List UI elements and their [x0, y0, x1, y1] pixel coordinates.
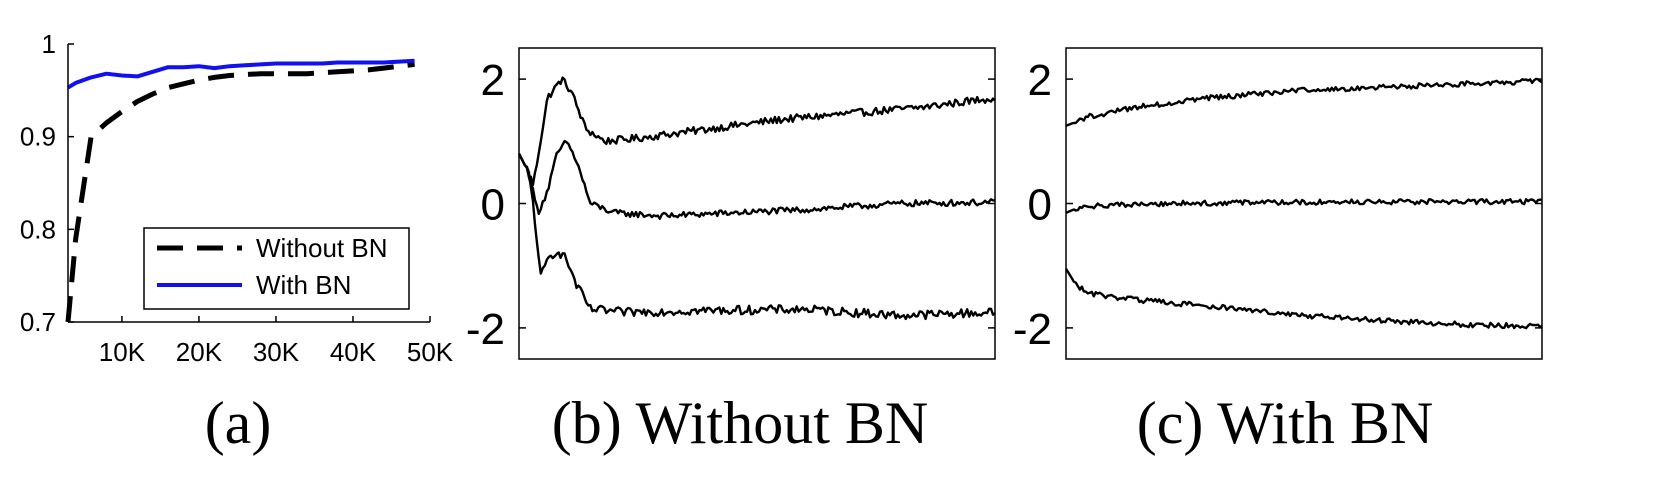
- panel-a-axes: [67, 43, 431, 323]
- panel-c-with-bn-chart: -2 0 2 (c) With BN: [1013, 47, 1543, 456]
- panel-a-legend: Without BN With BN: [143, 227, 410, 310]
- panel-c-series-line-1: [1065, 77, 1543, 127]
- panel-a-caption: (a): [205, 390, 272, 456]
- panel-a-x-tick-label: 50K: [407, 337, 454, 367]
- panel-a-y-tick-label: 0.8: [20, 214, 56, 244]
- panel-c-axes: [1065, 47, 1543, 360]
- panel-c-series-line-3: [1064, 268, 1543, 330]
- panel-b-series-line-1: [517, 76, 996, 187]
- panel-c-y-tick-label: -2: [1013, 305, 1052, 354]
- panel-a-series-group: [65, 58, 415, 323]
- panel-a-y-tick-label: 1: [42, 29, 56, 59]
- panel-b-y-tick-label: -2: [466, 305, 505, 354]
- panel-b-without-bn-chart: -2 0 2 (b) Without BN: [466, 47, 996, 456]
- panel-c-tick-labels: -2 0 2: [1013, 56, 1052, 354]
- panel-a-x-tick-label: 20K: [176, 337, 223, 367]
- panel-b-axes: [518, 47, 996, 360]
- series-without-bn-line: [65, 61, 415, 323]
- panel-c-series-group: [1064, 77, 1543, 330]
- panel-b-caption: (b) Without BN: [552, 390, 928, 456]
- panel-a-accuracy-chart: 0.7 0.8 0.9 1 10K 20K 30K 40K 50K Without BN Wit…: [20, 29, 454, 456]
- panel-b-tick-labels: -2 0 2: [466, 56, 505, 354]
- panel-b-y-tick-label: 0: [481, 181, 505, 230]
- panel-b-series-line-3: [517, 153, 996, 321]
- panel-b-series-group: [517, 76, 996, 321]
- panel-b-series-line-2: [517, 139, 996, 220]
- panel-a-x-tick-label: 10K: [99, 337, 146, 367]
- panel-a-x-tick-label: 30K: [253, 337, 300, 367]
- panel-c-caption: (c) With BN: [1137, 390, 1433, 456]
- panel-c-y-tick-label: 0: [1028, 181, 1052, 230]
- legend-label-without-bn: Without BN: [256, 233, 388, 263]
- panel-c-series-line-2: [1065, 198, 1542, 214]
- panel-c-y-tick-label: 2: [1028, 56, 1052, 105]
- panel-a-y-tick-label: 0.7: [20, 307, 56, 337]
- legend-label-with-bn: With BN: [256, 270, 351, 300]
- series-with-bn-line: [66, 58, 415, 90]
- legend-box: [143, 227, 410, 310]
- panel-b-y-tick-label: 2: [481, 56, 505, 105]
- panel-a-tick-labels: 0.7 0.8 0.9 1 10K 20K 30K 40K 50K: [20, 29, 454, 367]
- panel-a-y-tick-label: 0.9: [20, 122, 56, 152]
- panel-a-x-tick-label: 40K: [330, 337, 377, 367]
